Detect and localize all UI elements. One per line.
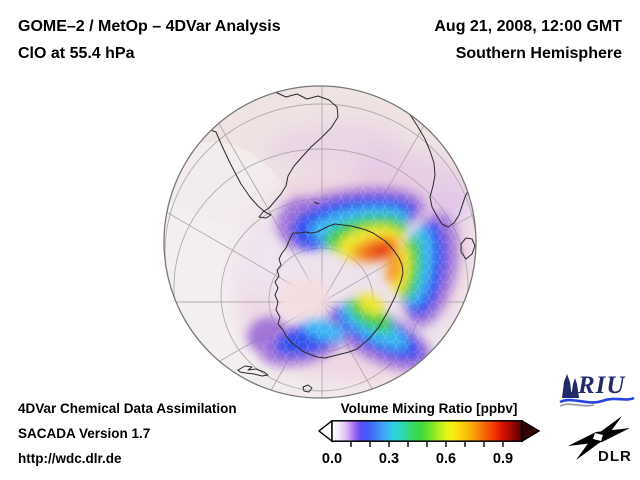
coastlines	[209, 91, 476, 393]
south-georgia-outline	[313, 201, 320, 205]
riu-logo-text: RIU	[578, 372, 626, 399]
footer-left: 4DVar Chemical Data Assimilation SACADA …	[18, 396, 237, 471]
colorbar-tick-label: 0.9	[492, 451, 514, 467]
rhine-wave-icon	[559, 396, 635, 404]
colorbar: Volume Mixing Ratio [ppbv] 0.0 0.3 0.6 0.9	[318, 401, 540, 469]
orthographic-globe	[163, 85, 477, 399]
tasmania-outline	[302, 384, 313, 393]
plot-subtitle: ClO at 55.4 hPa	[18, 45, 135, 62]
footer-version: SACADA Version 1.7	[18, 426, 151, 441]
colorbar-gradient-bar	[331, 420, 523, 442]
plot-datetime: Aug 21, 2008, 12:00 GMT	[434, 18, 622, 35]
colorbar-scale	[318, 420, 540, 447]
colorbar-tick-label: 0.6	[435, 451, 457, 467]
globe-rim	[163, 85, 477, 399]
colorbar-tick-label: 0.3	[378, 451, 400, 467]
colorbar-right-arrow	[521, 420, 540, 443]
plot-title: GOME–2 / MetOp – 4DVar Analysis	[18, 18, 281, 35]
header-right: Aug 21, 2008, 12:00 GMT Southern Hemisph…	[434, 13, 622, 67]
new-zealand-outline	[237, 365, 269, 377]
africa-outline	[387, 94, 476, 228]
cathedral-icon	[562, 374, 579, 398]
madagascar-outline	[460, 237, 476, 260]
gray-wave-icon	[559, 403, 595, 407]
colorbar-title: Volume Mixing Ratio [ppbv]	[340, 401, 518, 416]
antarctica-outline	[274, 223, 404, 359]
footer-url: http://wdc.dlr.de	[18, 451, 122, 466]
globe-map	[154, 82, 488, 416]
riu-logo: RIU	[558, 372, 636, 410]
colorbar-tick-label: 0.0	[321, 451, 343, 467]
plot-region: Southern Hemisphere	[455, 45, 622, 62]
colorbar-tick-labels: 0.0 0.3 0.6 0.9	[318, 451, 540, 469]
dlr-logo: DLR	[566, 414, 636, 466]
header-left: GOME–2 / MetOp – 4DVar Analysis ClO at 5…	[18, 13, 281, 67]
dlr-emblem-icon	[568, 416, 630, 460]
riu-logo-graphic	[559, 374, 635, 407]
footer-assimilation: 4DVar Chemical Data Assimilation	[18, 401, 237, 416]
dlr-logo-label: DLR	[598, 448, 632, 465]
colorbar-minor-ticks	[350, 441, 504, 447]
dlr-logo-graphic	[568, 416, 630, 460]
colorbar-left-arrow	[318, 420, 333, 443]
